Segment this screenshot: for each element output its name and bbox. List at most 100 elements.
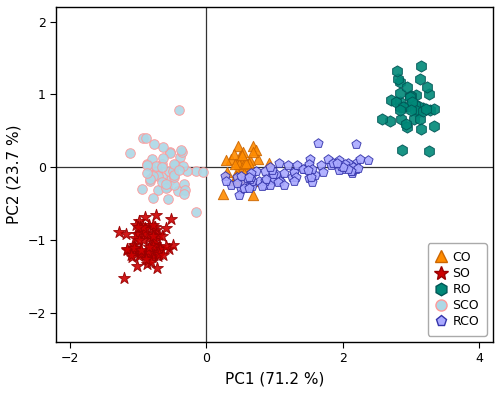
Point — [222, 177, 230, 184]
Point — [141, 224, 149, 231]
Point — [312, 172, 320, 178]
Point — [192, 209, 200, 215]
Point — [149, 195, 157, 202]
Point — [140, 226, 148, 232]
Point — [348, 170, 356, 176]
Point — [336, 167, 344, 174]
Point — [180, 181, 188, 187]
Point — [138, 248, 145, 254]
Point — [154, 249, 162, 255]
Point — [114, 229, 122, 235]
Point — [396, 99, 404, 105]
Point — [408, 99, 416, 105]
Point — [179, 163, 187, 169]
Point — [148, 253, 156, 260]
Point — [136, 253, 143, 259]
Point — [407, 107, 415, 113]
Point — [412, 92, 420, 98]
Point — [300, 165, 308, 172]
Point — [126, 150, 134, 156]
Point — [145, 250, 153, 256]
Point — [290, 169, 298, 176]
Point — [143, 261, 151, 267]
Point — [139, 135, 147, 141]
Point — [144, 244, 152, 250]
Point — [158, 178, 166, 185]
Point — [148, 233, 156, 239]
Point — [150, 237, 158, 243]
Point — [240, 170, 248, 176]
Point — [170, 168, 177, 174]
Point — [158, 161, 166, 167]
Point — [145, 235, 153, 241]
Point — [149, 222, 157, 228]
Point — [284, 162, 292, 168]
Point — [156, 244, 164, 250]
Point — [280, 182, 287, 188]
Point — [144, 257, 152, 263]
Point — [150, 173, 158, 179]
Point — [378, 116, 386, 122]
Point — [236, 153, 244, 160]
Point — [270, 176, 278, 182]
Point — [290, 169, 298, 175]
Point — [414, 103, 422, 109]
Point — [174, 188, 182, 195]
Point — [417, 126, 425, 132]
Point — [424, 84, 432, 90]
Point — [218, 191, 226, 197]
Point — [348, 168, 356, 174]
Point — [166, 150, 173, 156]
Point — [425, 147, 433, 154]
Point — [332, 160, 340, 166]
Point — [327, 162, 335, 168]
Point — [410, 116, 418, 123]
Point — [222, 157, 230, 163]
Point — [340, 161, 348, 167]
Point — [274, 179, 281, 185]
Point — [123, 246, 131, 252]
Point — [154, 186, 162, 193]
X-axis label: PC1 (71.2 %): PC1 (71.2 %) — [225, 371, 324, 386]
Point — [153, 168, 161, 174]
Point — [420, 108, 428, 114]
Point — [163, 184, 171, 190]
Point — [136, 248, 144, 254]
Point — [268, 175, 276, 181]
Point — [140, 230, 148, 236]
Point — [128, 254, 136, 260]
Point — [242, 177, 250, 183]
Point — [142, 170, 150, 176]
Point — [252, 167, 260, 174]
Point — [143, 162, 151, 168]
Point — [408, 93, 416, 99]
Point — [416, 116, 424, 122]
Point — [162, 185, 170, 191]
Point — [275, 160, 283, 166]
Point — [294, 162, 302, 168]
Point — [396, 90, 404, 96]
Point — [178, 149, 186, 155]
Point — [254, 156, 262, 162]
Point — [394, 68, 402, 74]
Point — [398, 116, 406, 122]
Point — [130, 244, 138, 251]
Point — [162, 181, 170, 187]
Point — [228, 156, 235, 162]
Point — [150, 141, 158, 147]
Point — [234, 143, 242, 149]
Point — [252, 147, 260, 154]
Point — [248, 178, 256, 184]
Point — [404, 103, 412, 109]
Point — [288, 174, 296, 180]
Point — [330, 160, 338, 166]
Point — [336, 162, 344, 169]
Point — [166, 177, 174, 183]
Point — [132, 222, 140, 228]
Point — [314, 140, 322, 146]
Point — [151, 224, 159, 230]
Point — [426, 107, 434, 114]
Point — [234, 180, 241, 186]
Point — [245, 174, 253, 180]
Point — [142, 134, 150, 141]
